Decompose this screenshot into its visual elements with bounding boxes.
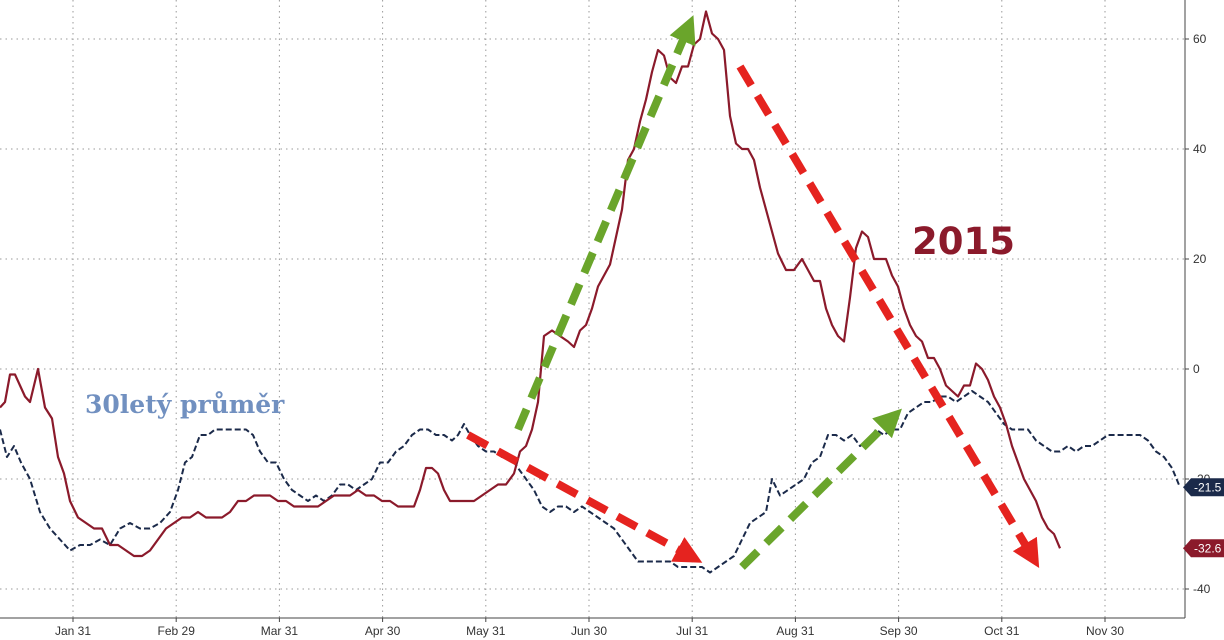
green-arrow: [739, 408, 902, 570]
x-axis: Jan 31 Feb 29 Mar 31 Apr 30 May 31 Jun 30 Jul …: [55, 618, 1124, 638]
x-tick-label: Aug 31: [776, 624, 814, 638]
x-tick-label: Apr 30: [365, 624, 401, 638]
y-tick-label: 0: [1193, 362, 1200, 376]
badge-value: -21.5: [1194, 480, 1222, 494]
year-annotation: 2015: [912, 220, 1015, 263]
x-tick-label: Mar 31: [261, 624, 299, 638]
y-tick-label: 20: [1193, 252, 1207, 266]
red-arrow: [466, 431, 703, 563]
green-arrow: [514, 15, 696, 432]
last-value-badge: -21.5: [1183, 478, 1224, 497]
x-tick-label: Oct 31: [984, 624, 1020, 638]
x-tick-label: Jan 31: [55, 624, 91, 638]
badge-value: -32.6: [1194, 541, 1222, 555]
x-tick-label: May 31: [466, 624, 506, 638]
badge-shape: [1183, 539, 1224, 558]
series-layer: [0, 10, 1181, 574]
x-tick-label: Nov 30: [1086, 624, 1124, 638]
series-line-current-year: [0, 10, 1062, 558]
series-line-average: [0, 390, 1181, 574]
red-arrow: [736, 64, 1040, 569]
annotation-arrows: [466, 15, 1040, 570]
x-tick-label: Jul 31: [676, 624, 708, 638]
x-tick-label: Jun 30: [571, 624, 607, 638]
y-tick-label: -40: [1193, 582, 1211, 596]
series-annotation: 30letý průměr: [85, 390, 285, 419]
badge-shape: [1183, 478, 1224, 497]
x-tick-label: Feb 29: [158, 624, 196, 638]
grid: [0, 0, 1185, 618]
x-tick-label: Sep 30: [880, 624, 918, 638]
y-tick-label: 40: [1193, 142, 1207, 156]
last-value-badge: -32.6: [1183, 539, 1224, 558]
y-tick-label: 60: [1193, 32, 1207, 46]
last-value-badges: -21.5 -32.6: [1183, 478, 1224, 558]
